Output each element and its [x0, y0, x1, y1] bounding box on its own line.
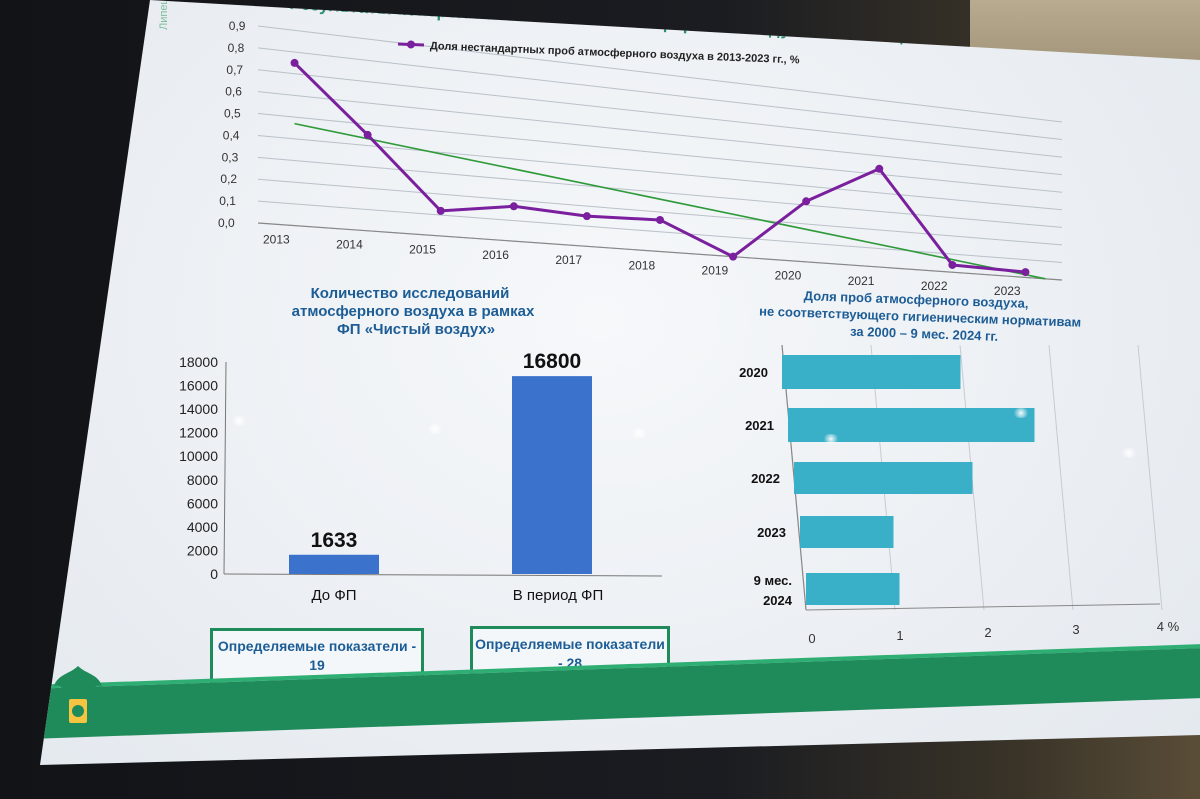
- hbar-x-tick-label: 1: [896, 628, 903, 643]
- line-x-tick-label: 2020: [775, 269, 802, 283]
- bar-y-tick-label: 0: [210, 566, 218, 582]
- hbar-x-tick-label: 2: [984, 625, 991, 640]
- bar-x-tick-label: В период ФП: [513, 587, 603, 604]
- line-point: [729, 252, 738, 261]
- line-y-tick-label: 0,5: [224, 107, 241, 121]
- line-gridline: [257, 69, 1063, 158]
- bar-y-tick-label: 16000: [179, 378, 218, 394]
- line-point: [363, 130, 372, 139]
- hbar-y-tick-label: 2021: [745, 418, 774, 433]
- line-point: [656, 215, 664, 224]
- line-gridline: [257, 200, 1063, 263]
- emblem-icon: [54, 666, 102, 736]
- line-y-tick-label: 0,8: [228, 41, 245, 55]
- hbar-x-axis: [805, 603, 1161, 611]
- line-point: [436, 206, 445, 215]
- line-point: [802, 197, 811, 206]
- line-y-tick-label: 0,4: [223, 128, 240, 142]
- hbar-y-tick-label: 2023: [757, 525, 786, 540]
- line-point: [582, 212, 591, 221]
- bar-y-axis: [223, 361, 227, 575]
- hbar-gridline: [1137, 344, 1163, 611]
- hbar-y-tick-label: 2022: [751, 471, 780, 486]
- line-trend: [294, 122, 1046, 280]
- hbar-rect: [806, 573, 900, 605]
- line-point: [875, 164, 884, 173]
- line-gridline: [257, 134, 1063, 211]
- hbar-x-tick-label: 3: [1072, 622, 1079, 637]
- hbar-rect: [794, 462, 973, 494]
- line-x-tick-label: 2021: [848, 274, 875, 288]
- line-x-tick-label: 2013: [263, 232, 290, 246]
- line-x-tick-label: 2018: [628, 258, 655, 272]
- bar-rect: [289, 554, 379, 574]
- bar-title-line: Количество исследований: [311, 285, 510, 302]
- line-gridline: [257, 113, 1063, 193]
- line-point: [509, 202, 518, 211]
- bar-y-tick-label: 6000: [187, 495, 218, 511]
- hbar-rect: [800, 516, 894, 548]
- line-x-tick-label: 2016: [482, 248, 509, 262]
- line-legend-marker: [406, 40, 415, 49]
- bar-rect: [512, 376, 592, 574]
- bar-y-tick-label: 18000: [179, 354, 218, 370]
- bar-value-label: 1633: [311, 529, 358, 552]
- line-y-tick-label: 0,2: [220, 172, 237, 186]
- hbar-y-tick-label: 9 мес.: [754, 573, 792, 588]
- bar-title-line: ФП «Чистый воздух»: [337, 321, 495, 338]
- line-y-tick-label: 0,6: [225, 85, 242, 99]
- line-y-tick-label: 0,0: [218, 216, 235, 230]
- line-y-tick-label: 0,1: [219, 194, 236, 208]
- bar-y-tick-label: 14000: [179, 401, 218, 417]
- line-gridline: [257, 25, 1063, 123]
- bar-y-tick-label: 10000: [179, 448, 218, 464]
- hbar-x-tick-label: 0: [808, 631, 815, 646]
- bar-title-line: атмосферного воздуха в рамках: [292, 303, 535, 320]
- line-point: [1021, 268, 1030, 277]
- line-x-tick-label: 2023: [994, 284, 1021, 298]
- bar-y-tick-label: 8000: [187, 472, 218, 488]
- bar-y-tick-label: 4000: [187, 519, 218, 535]
- hbar-y-tick-label: 2020: [739, 365, 768, 380]
- hbar-y-tick-label: 2024: [763, 593, 793, 608]
- line-point: [290, 58, 299, 67]
- info-box-before-text: Определяемые показатели - 19: [217, 638, 417, 673]
- bar-y-tick-label: 12000: [179, 425, 218, 441]
- line-x-tick-label: 2022: [921, 279, 948, 293]
- bar-x-axis: [223, 573, 663, 577]
- bar-y-tick-label: 2000: [187, 542, 218, 558]
- line-y-tick-label: 0,9: [229, 19, 246, 33]
- line-gridline: [257, 156, 1063, 228]
- line-x-tick-label: 2017: [555, 253, 582, 267]
- line-point: [948, 260, 957, 269]
- line-gridline: [257, 47, 1063, 141]
- hbar-x-tick-label: 4 %: [1157, 619, 1180, 634]
- bar-value-label: 16800: [523, 350, 581, 373]
- hbar-rect: [782, 355, 961, 389]
- line-x-tick-label: 2015: [409, 243, 436, 257]
- line-x-axis: [257, 222, 1063, 281]
- line-y-tick-label: 0,7: [226, 63, 243, 77]
- bar-x-tick-label: До ФП: [311, 587, 356, 604]
- line-x-tick-label: 2019: [702, 263, 729, 277]
- line-y-tick-label: 0,3: [222, 150, 239, 164]
- hbar-gridline: [1048, 344, 1074, 611]
- hbar-title-line: за 2000 – 9 мес. 2024 гг.: [850, 324, 999, 344]
- line-gridline: [257, 91, 1063, 176]
- line-x-tick-label: 2014: [336, 238, 363, 252]
